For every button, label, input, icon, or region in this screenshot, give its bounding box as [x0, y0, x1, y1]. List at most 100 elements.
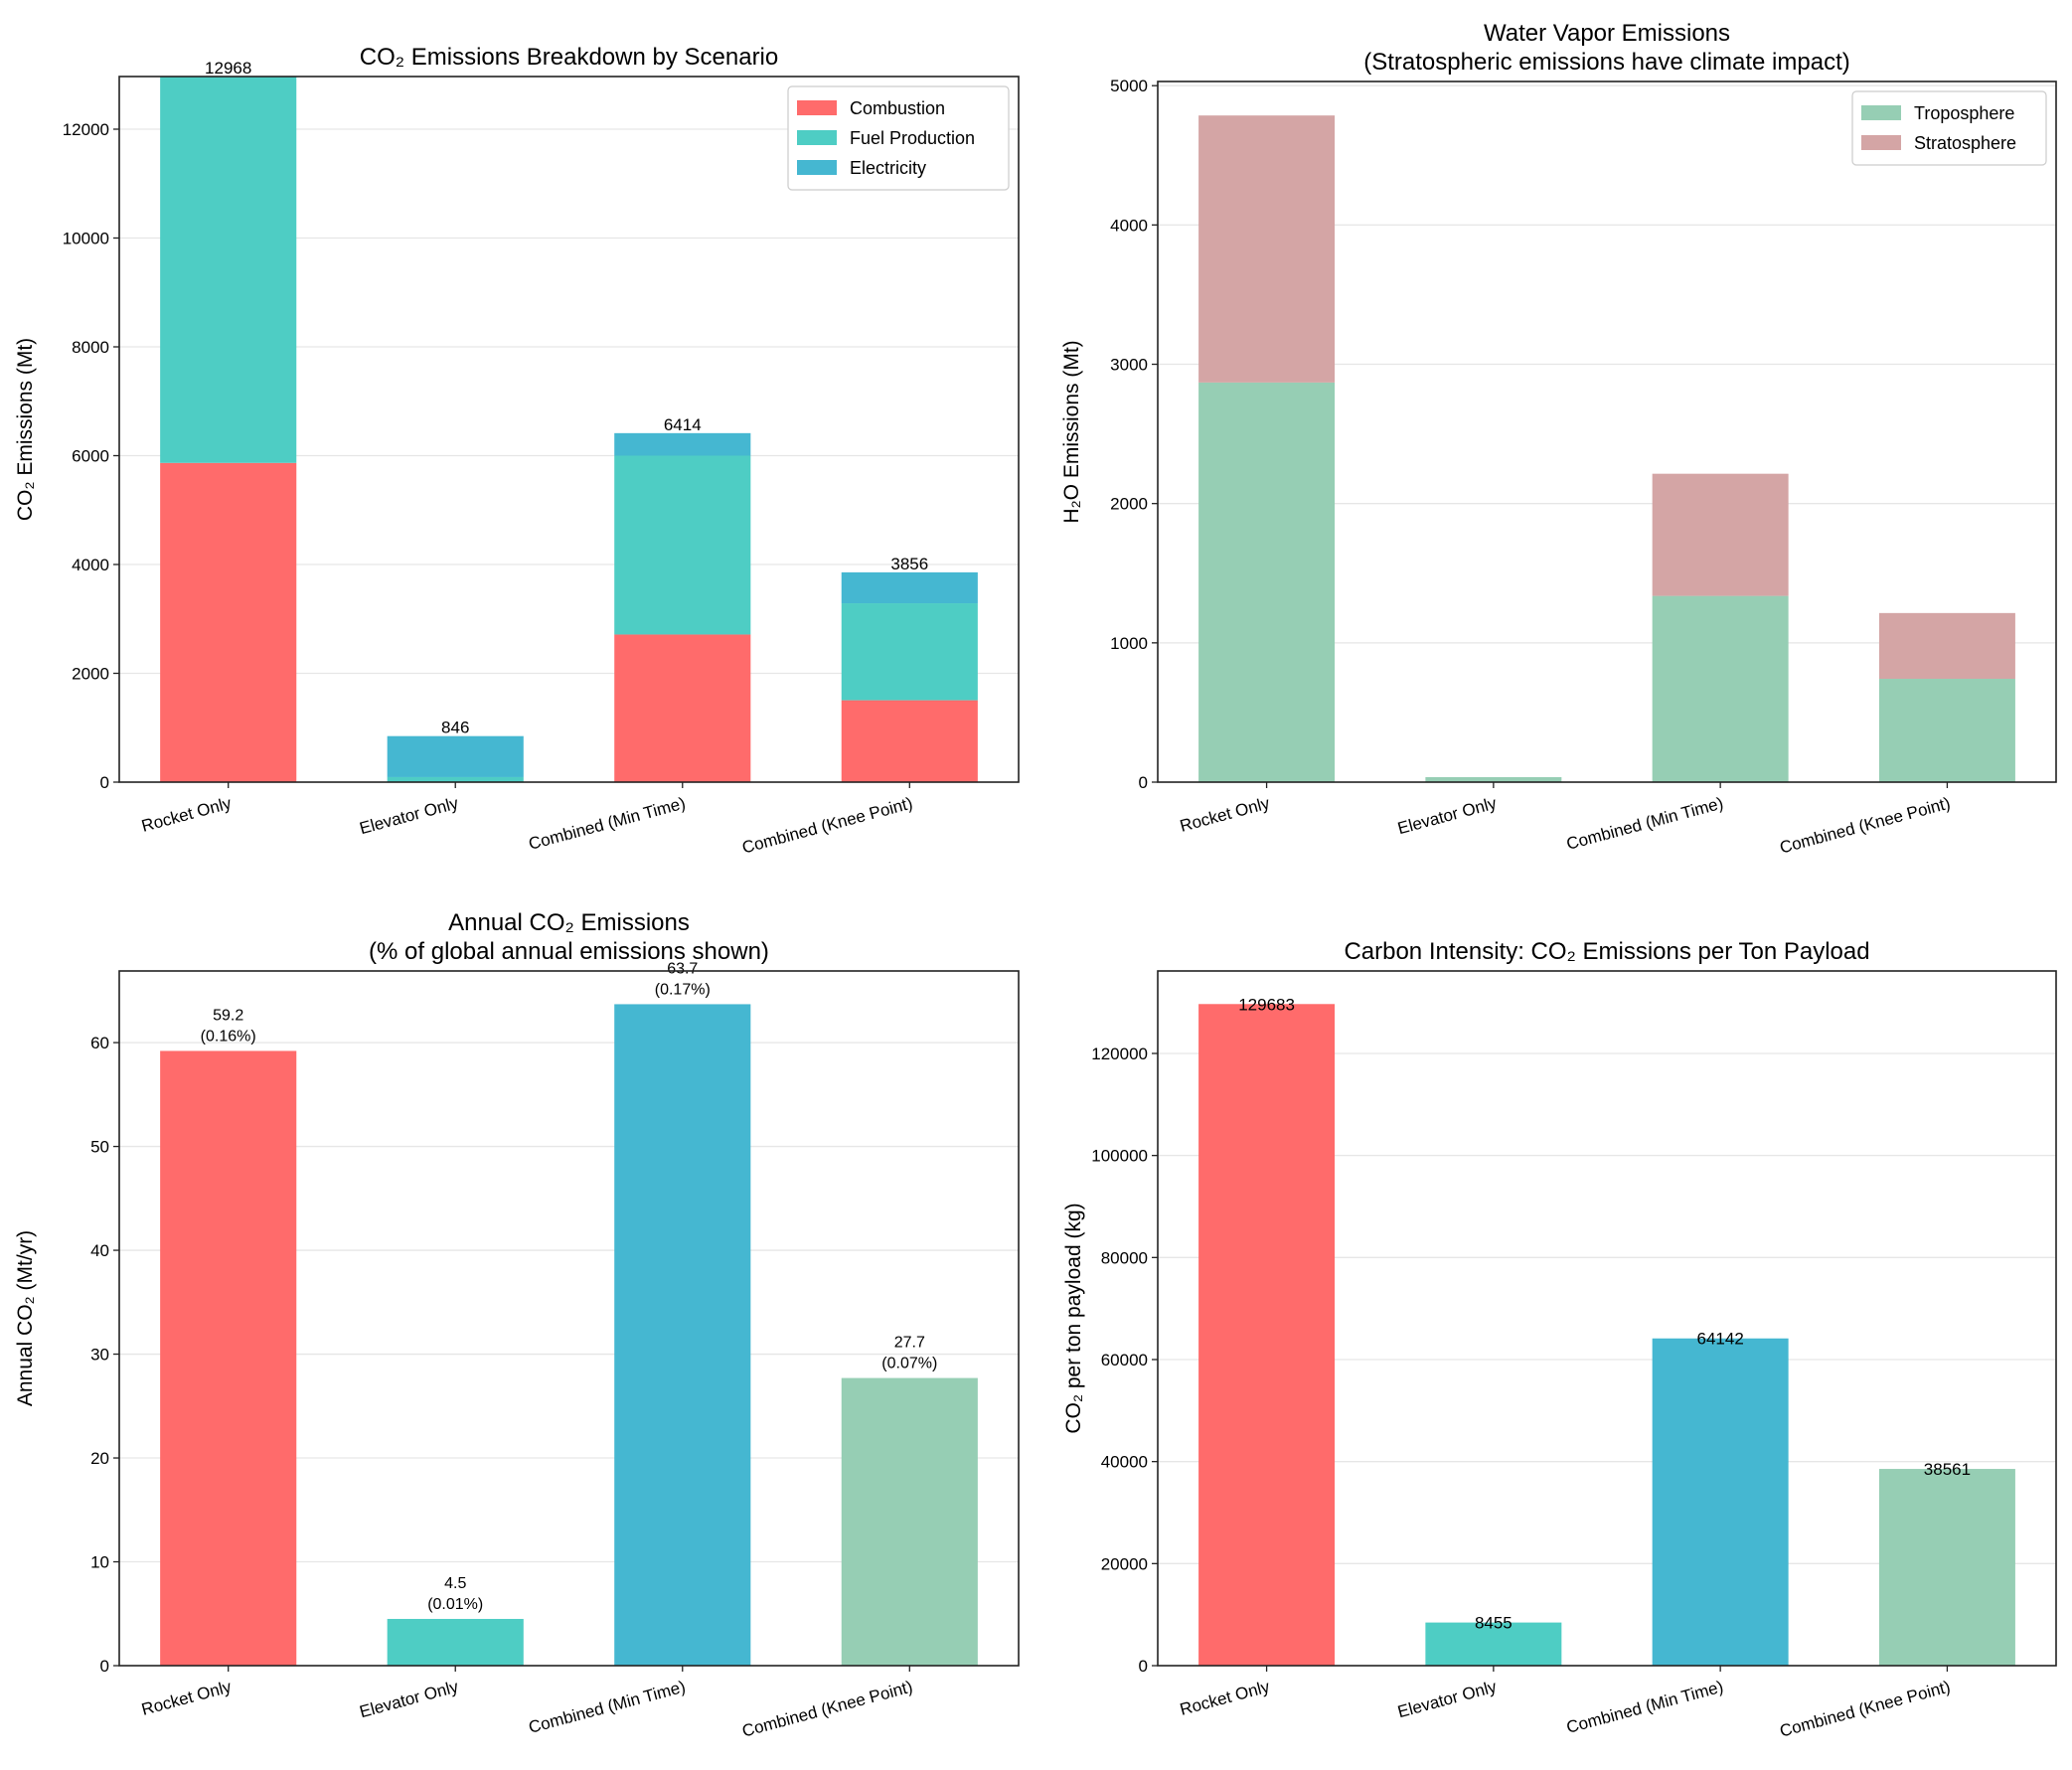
- value-label: 64142: [1697, 1330, 1744, 1349]
- y-tick-label: 30: [90, 1346, 109, 1365]
- x-tick-label: Combined (Knee Point): [740, 1678, 915, 1741]
- bar: [1878, 1469, 2015, 1666]
- bar-troposphere: [1652, 595, 1789, 782]
- x-tick-label: Combined (Knee Point): [1778, 794, 1953, 858]
- x-tick-label: Elevator Only: [1395, 793, 1499, 838]
- y-tick-label: 60: [90, 1034, 109, 1052]
- y-tick-label: 10000: [63, 229, 109, 247]
- y-axis-label: CO₂ per ton payload (kg): [1062, 1203, 1085, 1433]
- bar: [1425, 1622, 1562, 1666]
- bar-stratosphere: [1652, 473, 1789, 596]
- x-tick-label: Combined (Min Time): [527, 1678, 688, 1737]
- y-tick-label: 4000: [72, 556, 109, 574]
- legend-swatch: [797, 130, 837, 145]
- y-tick-label: 60000: [1101, 1351, 1148, 1369]
- legend-label: Stratosphere: [1914, 133, 2016, 153]
- x-tick-label: Elevator Only: [358, 793, 461, 838]
- legend-label: Fuel Production: [850, 128, 975, 148]
- y-tick-label: 80000: [1101, 1248, 1148, 1267]
- y-tick-label: 20000: [1101, 1554, 1148, 1573]
- y-tick-label: 0: [100, 1657, 109, 1676]
- y-tick-label: 1000: [1110, 634, 1148, 653]
- chart-2: 0 10 20 30 40 50 60 59.2 (0.16%) Rocket Only 4.5 (0…: [14, 909, 1020, 1741]
- chart-3: 0 20000 40000 60000 80000 100000 120000 129683 R…: [1062, 938, 2057, 1741]
- percent-label: (0.07%): [881, 1356, 937, 1372]
- bar: [1198, 1004, 1336, 1666]
- bar-fuel-production: [614, 455, 751, 635]
- legend-box: [787, 85, 1010, 191]
- legend-swatch: [797, 100, 837, 115]
- chart-1: 0 1000 2000 3000 4000 5000 Rocket Only Elevator…: [1060, 20, 2057, 858]
- x-tick-label: Combined (Min Time): [1564, 1678, 1725, 1737]
- total-label: 6414: [664, 415, 702, 434]
- legend-swatch: [797, 160, 837, 175]
- bar-stratosphere: [1198, 115, 1336, 383]
- axes-frame: [118, 970, 1020, 1667]
- y-tick-label: 12000: [63, 120, 109, 139]
- bar-electricity: [387, 735, 524, 777]
- y-tick-label: 10: [90, 1553, 109, 1572]
- y-tick-label: 100000: [1091, 1147, 1148, 1166]
- value-label: 59.2: [213, 1007, 243, 1024]
- axes-frame: [118, 76, 1020, 783]
- bar-combustion: [841, 700, 978, 782]
- legend-swatch: [1861, 105, 1901, 120]
- chart-subtitle: (Stratospheric emissions have climate im…: [1363, 49, 1850, 76]
- bar-troposphere: [1198, 382, 1336, 782]
- bar-electricity: [841, 571, 978, 604]
- y-tick-label: 2000: [1110, 495, 1148, 514]
- x-tick-label: Elevator Only: [358, 1677, 461, 1721]
- bar-fuel-production: [841, 603, 978, 701]
- bar-combustion: [160, 462, 297, 782]
- y-tick-label: 20: [90, 1449, 109, 1468]
- y-tick-label: 120000: [1091, 1045, 1148, 1063]
- bar-stratosphere: [1878, 612, 2015, 680]
- y-axis-label: H₂O Emissions (Mt): [1060, 340, 1083, 523]
- y-tick-label: 2000: [72, 664, 109, 683]
- value-label: 38561: [1924, 1460, 1971, 1479]
- axes-frame: [1157, 970, 2057, 1667]
- y-axis-label: Annual CO₂ (Mt/yr): [14, 1230, 37, 1406]
- chart-title: Annual CO₂ Emissions: [448, 909, 690, 936]
- x-tick-label: Elevator Only: [1395, 1677, 1499, 1721]
- total-label: 12968: [205, 59, 251, 78]
- legend: Troposphere Stratosphere: [1851, 90, 2047, 166]
- y-tick-label: 40000: [1101, 1453, 1148, 1472]
- x-tick-label: Rocket Only: [1178, 793, 1272, 835]
- value-label: 8455: [1475, 1614, 1513, 1633]
- x-tick-label: Rocket Only: [1178, 1677, 1272, 1718]
- total-label: 846: [441, 719, 469, 737]
- bar-combustion: [614, 634, 751, 782]
- bar-troposphere: [1878, 679, 2015, 782]
- legend-swatch: [1861, 135, 1901, 150]
- value-label: 4.5: [444, 1575, 466, 1592]
- percent-label: (0.16%): [201, 1028, 256, 1045]
- bar: [841, 1377, 978, 1666]
- x-tick-label: Rocket Only: [139, 1677, 234, 1718]
- chart-0: 0 2000 4000 6000 8000 10000 12000 12968 Rocket O…: [14, 44, 1020, 858]
- y-tick-label: 6000: [72, 446, 109, 465]
- legend-label: Electricity: [850, 158, 926, 178]
- y-tick-label: 8000: [72, 338, 109, 357]
- y-tick-label: 0: [100, 773, 109, 792]
- y-tick-label: 0: [1139, 773, 1148, 792]
- x-tick-label: Combined (Knee Point): [740, 794, 915, 858]
- x-tick-label: Combined (Min Time): [527, 794, 688, 854]
- value-label: 63.7: [667, 960, 698, 977]
- y-tick-label: 40: [90, 1241, 109, 1260]
- legend-label: Combustion: [850, 98, 945, 118]
- bar-electricity: [614, 432, 751, 456]
- y-axis-label: CO₂ Emissions (Mt): [14, 338, 37, 521]
- y-tick-label: 5000: [1110, 77, 1148, 95]
- x-tick-label: Combined (Min Time): [1564, 794, 1725, 854]
- chart-title: CO₂ Emissions Breakdown by Scenario: [360, 44, 779, 71]
- total-label: 3856: [890, 555, 928, 573]
- y-tick-label: 4000: [1110, 216, 1148, 235]
- x-tick-label: Rocket Only: [139, 793, 234, 835]
- percent-label: (0.17%): [655, 981, 711, 998]
- value-label: 129683: [1238, 995, 1295, 1014]
- percent-label: (0.01%): [427, 1596, 483, 1613]
- value-label: 27.7: [894, 1335, 925, 1352]
- bar: [387, 1618, 524, 1666]
- chart-title: Water Vapor Emissions: [1484, 20, 1730, 47]
